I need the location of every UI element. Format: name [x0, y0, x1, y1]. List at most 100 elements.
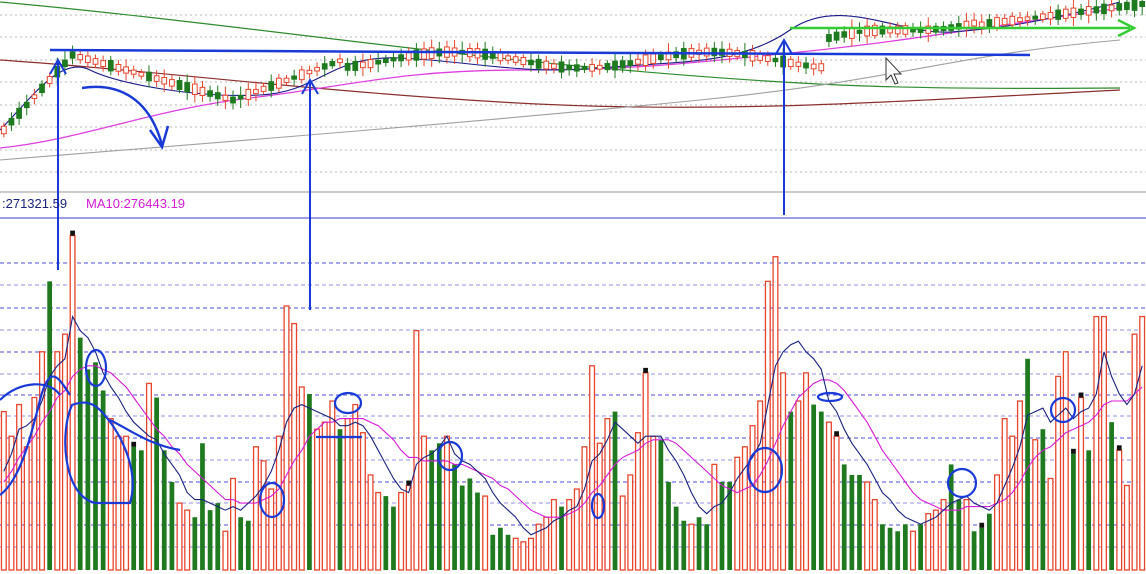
volume-bar: [329, 400, 336, 571]
volume-bar: [749, 425, 756, 571]
volume-bar: [215, 503, 221, 570]
candle-body: [787, 58, 794, 68]
annotation-circle: [1049, 396, 1077, 424]
candle-body: [100, 60, 107, 67]
volume-bar: [443, 435, 450, 571]
volume-bar: [23, 446, 30, 571]
volume-bar: [1047, 477, 1054, 571]
freehand-loop: [64, 401, 134, 505]
volume-bar: [1016, 400, 1023, 571]
annotation-circle: [816, 391, 844, 403]
candle-body: [1039, 13, 1046, 20]
candle-body: [413, 49, 420, 61]
volume-bar: [93, 362, 98, 570]
candle-body: [306, 69, 313, 75]
candle-body: [62, 59, 68, 68]
candle-body: [291, 75, 298, 80]
volume-bar: [612, 411, 618, 570]
volume-bar: [673, 506, 679, 570]
candle-body: [650, 53, 657, 64]
candle-body: [520, 56, 527, 66]
candle-body: [925, 25, 932, 34]
candle-body: [1101, 3, 1107, 15]
resistance-line: [49, 48, 1031, 57]
volume-bar: [1001, 417, 1008, 571]
volume-bar: [650, 435, 657, 571]
candle-body: [405, 52, 412, 61]
volume-bar: [619, 495, 626, 571]
volume-bar: [559, 506, 564, 570]
candle-body: [191, 83, 198, 95]
candle-body: [543, 60, 550, 70]
volume-bar: [880, 524, 885, 570]
breakout-arrow-head: [1117, 18, 1137, 38]
annotation-circle: [946, 467, 978, 499]
volume-bar: [818, 411, 824, 570]
candle-body: [528, 59, 534, 66]
volume-peak-marker: [1116, 445, 1122, 451]
candle-body: [1017, 17, 1023, 23]
volume-bar: [337, 429, 343, 570]
volume-bar: [734, 456, 741, 571]
candle-body: [1116, 3, 1123, 11]
volume-bar: [245, 520, 251, 570]
volume-bar: [1131, 333, 1138, 571]
candle-body: [642, 54, 649, 67]
candle-body: [711, 47, 718, 57]
candle-body: [902, 25, 909, 35]
volume-bar: [925, 513, 932, 571]
volume-bar: [727, 482, 732, 570]
candle-body: [92, 58, 99, 65]
volume-bar: [902, 524, 908, 570]
volume-bar: [581, 446, 588, 571]
candle-body: [245, 88, 252, 100]
candle-body: [749, 50, 756, 62]
volume-bar: [604, 417, 611, 571]
curved-arrow-head: [148, 125, 170, 150]
ma10-readout: MA10:276443.19: [86, 196, 185, 211]
candle-body: [176, 80, 183, 90]
volume-bar: [871, 498, 878, 571]
candle-body: [46, 76, 53, 84]
candle-body: [337, 58, 343, 64]
candle-body: [39, 83, 45, 94]
candle-body: [604, 62, 611, 71]
volume-bar: [543, 516, 550, 571]
volume-bar: [704, 524, 710, 570]
candle-body: [1032, 15, 1039, 20]
curved-arrow: [81, 85, 164, 146]
candle-body: [978, 21, 985, 28]
candle-body: [512, 56, 519, 63]
annotations: [0, 18, 1137, 520]
candle-body: [367, 59, 374, 69]
candle-body: [1055, 9, 1062, 20]
candle-body: [1131, 0, 1138, 11]
candle-body: [138, 71, 145, 77]
volume-bar: [230, 477, 237, 571]
candle-body: [558, 61, 565, 73]
candle-body: [360, 61, 366, 69]
volume-bar: [994, 474, 1001, 571]
annotation-circle: [746, 446, 784, 494]
candle-body: [260, 85, 267, 92]
volume-bar: [811, 404, 817, 570]
candle-body: [673, 51, 680, 59]
volume-bar: [69, 234, 76, 571]
volume-bar: [429, 450, 435, 570]
mouse-cursor-shape: [885, 56, 903, 85]
candle-body: [314, 66, 320, 72]
candle-body: [1124, 1, 1130, 11]
candle-body: [199, 86, 206, 96]
vertical-arrow-head: [301, 77, 319, 95]
candle-body: [123, 66, 129, 74]
candle-body: [971, 19, 977, 27]
volume-bar: [658, 439, 664, 570]
candle-body: [551, 63, 557, 69]
candle-body: [77, 54, 84, 61]
volume-bar: [895, 531, 901, 570]
volume-bar: [421, 435, 428, 571]
volume-bar: [688, 523, 695, 571]
volume-bar: [252, 446, 259, 571]
candle-body: [268, 81, 275, 91]
